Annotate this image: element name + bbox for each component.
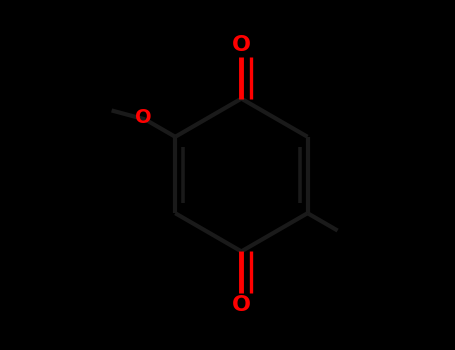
Text: O: O: [135, 108, 152, 127]
Text: O: O: [232, 295, 251, 315]
Text: O: O: [232, 35, 251, 55]
